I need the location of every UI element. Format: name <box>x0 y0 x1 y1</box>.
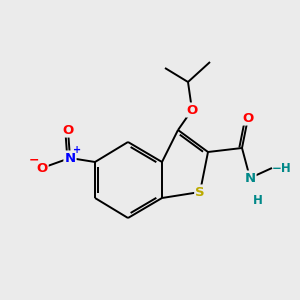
Text: O: O <box>36 161 48 175</box>
Text: O: O <box>186 103 198 116</box>
Text: S: S <box>195 185 205 199</box>
Text: N: N <box>64 152 76 164</box>
Text: O: O <box>62 124 74 136</box>
Text: −H: −H <box>272 161 292 175</box>
Text: +: + <box>74 145 82 154</box>
Text: O: O <box>242 112 253 124</box>
Text: −: − <box>28 153 39 166</box>
Text: H: H <box>253 194 263 206</box>
Text: N: N <box>244 172 256 184</box>
